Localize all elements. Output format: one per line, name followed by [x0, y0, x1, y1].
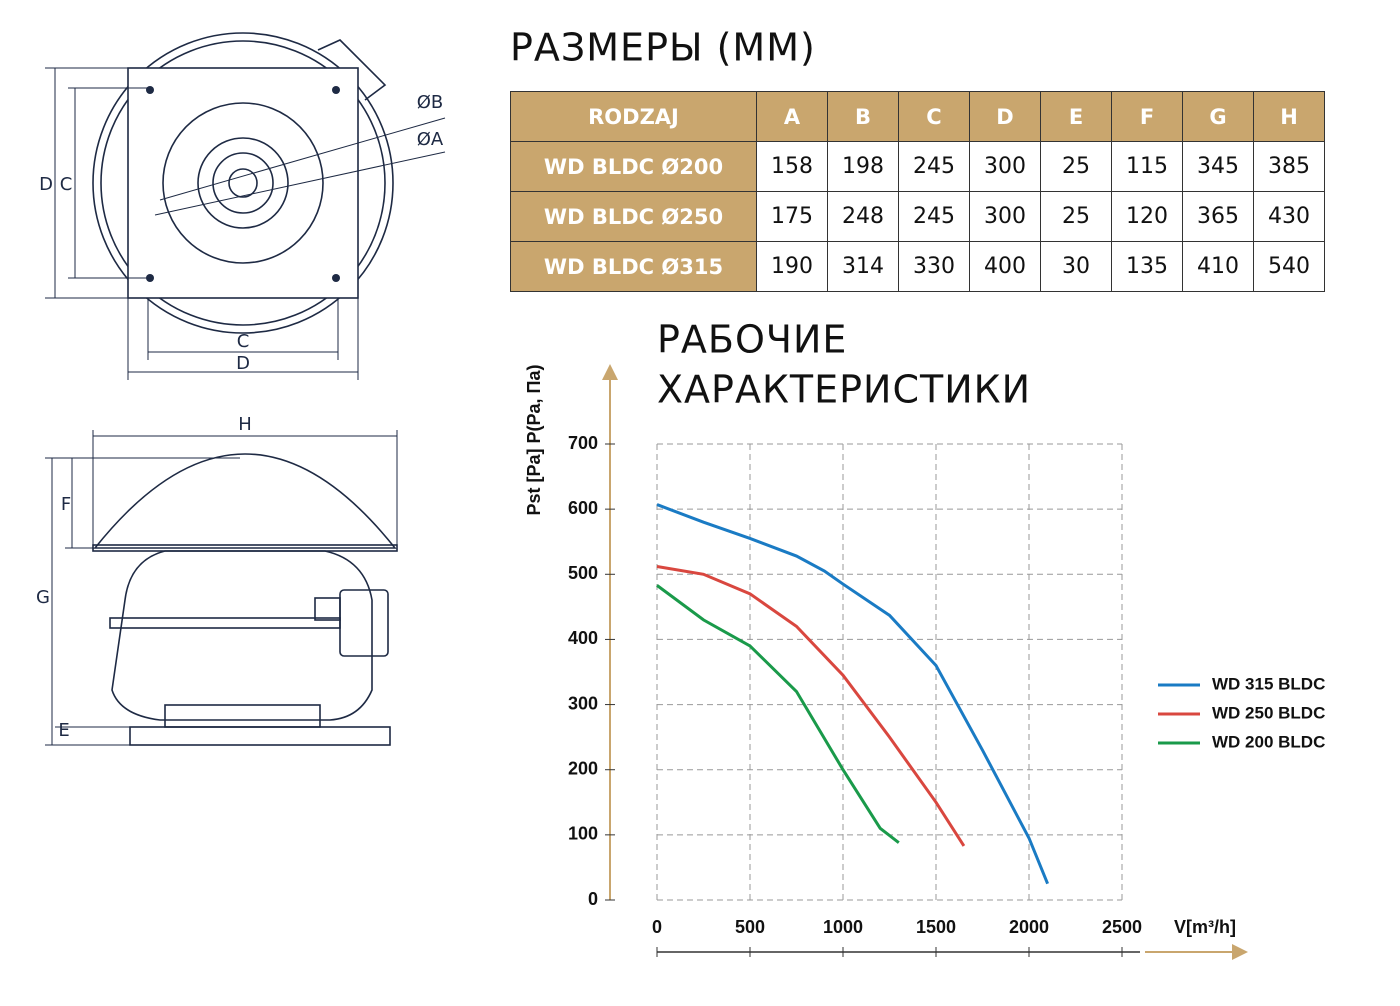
series-line: [656, 503, 1049, 885]
header-cell: H: [1253, 91, 1325, 142]
header-cell: C: [898, 91, 970, 142]
dim-label: ØB: [417, 92, 444, 113]
table-cell: 25: [1040, 191, 1112, 242]
header-cell: B: [827, 91, 899, 142]
dim-label: G: [36, 587, 50, 608]
top-view: D C ØB ØA C D: [39, 32, 446, 380]
table-cell: 385: [1253, 141, 1325, 192]
x-tick-label: 2000: [1009, 917, 1049, 937]
table-cell: 198: [827, 141, 899, 192]
legend-label: WD 315 BLDC: [1212, 674, 1325, 693]
side-view: H F G E: [36, 414, 398, 746]
legend-label: WD 250 BLDC: [1212, 703, 1325, 722]
table-row: RODZAJ A B C D E F G H: [510, 91, 1325, 142]
series-line: [656, 564, 966, 847]
table-cell: 430: [1253, 191, 1325, 242]
x-tick-label: 500: [735, 917, 765, 937]
table-cell: 25: [1040, 141, 1112, 192]
header-cell: E: [1040, 91, 1112, 142]
table-cell: WD BLDC Ø200: [510, 141, 757, 192]
table-cell: 115: [1111, 141, 1183, 192]
chart: 0 100 200 300 400 500 600 700 0 500 1000 1500 2000 25…: [524, 364, 1325, 960]
legend-label: WD 200 BLDC: [1212, 732, 1325, 751]
table-cell: 120: [1111, 191, 1183, 242]
chart-title: ХАРАКТЕРИСТИКИ: [657, 368, 1031, 412]
table-cell: 365: [1182, 191, 1254, 242]
table-cell: 345: [1182, 141, 1254, 192]
arrow-head: [602, 364, 618, 380]
section-title: РАЗМЕРЫ (ММ): [510, 26, 816, 70]
header-cell: D: [969, 91, 1041, 142]
table-row: WD BLDC Ø315 190 314 330 400 30 135 410 540: [510, 241, 1325, 292]
table-cell: 314: [827, 241, 899, 292]
dim-label: F: [61, 494, 71, 515]
header-cell: G: [1182, 91, 1254, 142]
dim-label: C: [237, 331, 250, 352]
y-tick-label: 200: [568, 758, 598, 778]
table-cell: 190: [756, 241, 828, 292]
x-tick-label: 1500: [916, 917, 956, 937]
y-tick-label: 700: [568, 433, 598, 453]
x-axis-label: V[m³/h]: [1174, 917, 1236, 937]
dim-label: D: [236, 353, 250, 374]
y-tick-label: 500: [568, 563, 598, 583]
header-cell: F: [1111, 91, 1183, 142]
dim-label: D: [39, 174, 53, 195]
y-tick-label: 400: [568, 628, 598, 648]
arrow-head: [1232, 944, 1248, 960]
dim-label: E: [58, 720, 69, 741]
y-tick-label: 0: [588, 889, 598, 909]
table-cell: 135: [1111, 241, 1183, 292]
table-row: WD BLDC Ø250 175 248 245 300 25 120 365 430: [510, 191, 1325, 242]
series-line: [656, 584, 900, 844]
table-cell: 158: [756, 141, 828, 192]
chart-title: РАБОЧИЕ: [657, 318, 847, 362]
table-cell: 400: [969, 241, 1041, 292]
y-axis-label: Pst [Pa] P(Pa, Па): [524, 365, 544, 516]
dimensions-table: RODZAJ A B C D E F G H WD BLDC Ø200 158 198 245 300 25…: [510, 91, 1325, 292]
table-cell: 245: [898, 141, 970, 192]
x-tick-label: 0: [652, 917, 662, 937]
header-cell: RODZAJ: [510, 91, 757, 142]
dim-label: H: [238, 414, 252, 435]
y-tick-label: 600: [568, 498, 598, 518]
table-cell: 248: [827, 191, 899, 242]
table-cell: 175: [756, 191, 828, 242]
dim-label: ØA: [417, 129, 444, 150]
table-cell: WD BLDC Ø315: [510, 241, 757, 292]
y-tick-label: 100: [568, 824, 598, 844]
table-cell: 410: [1182, 241, 1254, 292]
table-cell: 330: [898, 241, 970, 292]
table-cell: 30: [1040, 241, 1112, 292]
table-row: WD BLDC Ø200 158 198 245 300 25 115 345 385: [510, 141, 1325, 192]
x-tick-label: 1000: [823, 917, 863, 937]
x-tick-label: 2500: [1102, 917, 1142, 937]
y-tick-label: 300: [568, 693, 598, 713]
table-cell: WD BLDC Ø250: [510, 191, 757, 242]
dim-label: C: [60, 174, 73, 195]
table-cell: 245: [898, 191, 970, 242]
table-cell: 540: [1253, 241, 1325, 292]
table-cell: 300: [969, 141, 1041, 192]
header-cell: A: [756, 91, 828, 142]
table-cell: 300: [969, 191, 1041, 242]
